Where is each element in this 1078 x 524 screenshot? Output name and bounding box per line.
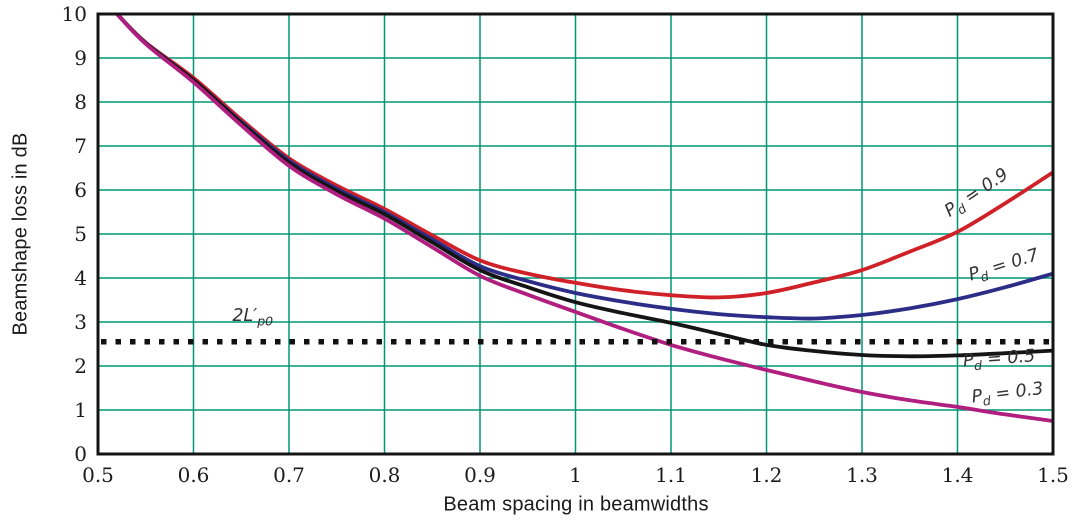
y-tick-label: 7	[74, 134, 87, 158]
curve-pd-0.3	[115, 14, 1053, 423]
curve-label: Pd = 0.5	[962, 346, 1036, 373]
curve-pd-0.5	[115, 14, 1053, 359]
x-axis-title: Beam spacing in beamwidths	[443, 493, 709, 516]
curve-label: Pd = 0.3	[970, 379, 1044, 410]
y-tick-label: 8	[74, 90, 87, 114]
y-axis-title: Beamshape loss in dB	[9, 132, 32, 336]
y-tick-label: 3	[74, 310, 87, 334]
x-tick-label: 1.5	[1037, 463, 1069, 487]
x-tick-label: 1.4	[942, 463, 974, 487]
y-tick-label: 10	[62, 2, 87, 26]
x-tick-label: 1.3	[846, 463, 878, 487]
x-tick-label: 0.5	[82, 463, 114, 487]
x-tick-label: 0.6	[178, 463, 210, 487]
x-tick-label: 1.1	[655, 463, 687, 487]
y-tick-label: 0	[74, 442, 87, 466]
curve-label: 2L′p0	[232, 306, 273, 329]
y-tick-label: 6	[74, 178, 87, 202]
curve-pd-0.9	[115, 14, 1053, 300]
plot-border	[96, 12, 1055, 456]
x-tick-label: 0.8	[369, 463, 401, 487]
x-tick-label: 1	[569, 463, 582, 487]
y-tick-label: 4	[74, 266, 87, 290]
y-tick-label: 2	[74, 354, 87, 378]
y-tick-label: 5	[74, 222, 87, 246]
y-tick-label: 9	[74, 46, 87, 70]
x-tick-label: 0.7	[273, 463, 305, 487]
curve-label: Pd = 0.9	[941, 164, 1013, 223]
curve-pd-0.7	[115, 14, 1053, 321]
x-tick-label: 1.2	[751, 463, 783, 487]
x-tick-label: 0.9	[464, 463, 496, 487]
y-tick-label: 1	[74, 398, 87, 422]
